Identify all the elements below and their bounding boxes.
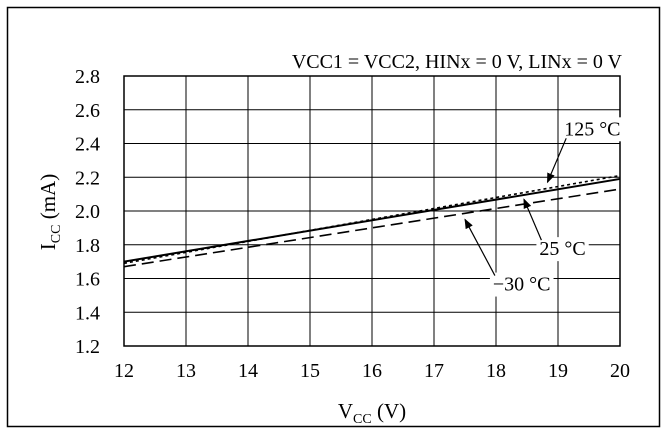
series-label-background: [561, 117, 624, 142]
series-label: 25 °C: [539, 238, 585, 260]
x-tick-label: 12: [114, 360, 134, 382]
plot-area-border: [123, 75, 621, 347]
figure-border: [6, 6, 661, 428]
series-label-arrow: [523, 198, 542, 241]
y-tick-label: 1.8: [75, 235, 100, 257]
series-label-arrow: [546, 138, 567, 184]
y-tick-label: 1.4: [75, 302, 100, 324]
series-label-background: [489, 272, 554, 297]
x-tick-label: 19: [548, 360, 568, 382]
y-tick-label: 2.4: [75, 134, 100, 156]
tick-labels: 12 13 14 15 16 17 18 19 20 1.2 1.4 1.6 1.8 2.0 2.2 2.4 2…: [75, 66, 630, 382]
series-group: [123, 174, 621, 268]
y-tick-label: 2.0: [75, 201, 100, 223]
x-tick-label: 13: [176, 360, 196, 382]
series-label-background: [536, 237, 589, 262]
x-axis-label: VCC (V): [338, 399, 406, 427]
x-tick-label: 17: [424, 360, 444, 382]
y-tick-label: 1.2: [75, 336, 100, 358]
x-tick-label: 16: [362, 360, 382, 382]
series-line: [123, 177, 621, 263]
y-axis-label: ICC (mA): [36, 174, 64, 250]
annotations: 125 °C 25 °C −30 °C: [464, 117, 624, 297]
series-label-arrow: [464, 218, 496, 276]
x-tick-label: 15: [300, 360, 320, 382]
y-tick-label: 2.8: [75, 66, 100, 88]
series-label: −30 °C: [493, 274, 551, 296]
y-tick-label: 1.6: [75, 269, 100, 291]
y-tick-label: 2.6: [75, 100, 100, 122]
y-tick-label: 2.2: [75, 167, 100, 189]
series-label: 125 °C: [564, 118, 620, 140]
chart-title: VCC1 = VCC2, HINx = 0 V, LINx = 0 V: [292, 51, 623, 73]
x-tick-label: 14: [238, 360, 258, 382]
series-line: [123, 188, 621, 268]
x-tick-label: 18: [486, 360, 506, 382]
x-tick-label: 20: [610, 360, 630, 382]
